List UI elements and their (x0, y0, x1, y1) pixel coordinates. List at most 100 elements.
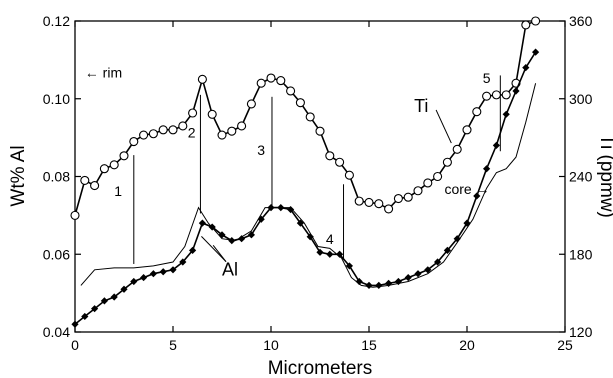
ti-point (521, 20, 531, 30)
ti-point (207, 109, 217, 119)
annotation: 5 (483, 70, 491, 86)
ti-point (423, 178, 433, 188)
al-point (110, 293, 118, 301)
annotation: 4 (326, 231, 334, 247)
al-point (81, 312, 89, 321)
al-point (355, 277, 363, 286)
ti-point (315, 126, 325, 136)
ti-point (129, 136, 139, 147)
al-point (375, 281, 383, 289)
ti-point (197, 74, 207, 84)
al-point (100, 297, 108, 305)
al-point (287, 205, 295, 214)
ti-point (246, 99, 256, 109)
ti-point (217, 130, 227, 140)
ti-point (403, 192, 413, 202)
ti-point (295, 98, 305, 108)
al-point (424, 266, 432, 274)
al-point (473, 192, 481, 200)
y-left-tick-label: 0.06 (43, 246, 70, 262)
al-point (326, 250, 334, 258)
ti-point (491, 90, 501, 100)
al-point (257, 215, 265, 223)
ti-point (178, 121, 188, 131)
y-left-tick-label: 0.04 (43, 324, 70, 340)
al-point (198, 219, 206, 227)
al-point (394, 277, 402, 286)
ti-point (80, 175, 90, 185)
series-label-pointer (201, 236, 227, 262)
plot-frame (74, 20, 566, 333)
al-point (228, 237, 236, 245)
ti-point (354, 196, 364, 206)
ti-point (99, 164, 109, 174)
annotation: 1 (114, 183, 122, 199)
x-tick-label: 10 (263, 337, 279, 353)
ti-point (237, 121, 247, 131)
y-left-tick-label: 0.12 (43, 13, 70, 29)
al-point (247, 231, 255, 239)
al-point (140, 273, 148, 282)
al-point (404, 273, 412, 282)
al-point (336, 250, 344, 258)
ti-point (325, 151, 335, 161)
series-label-pointer (212, 244, 227, 262)
ti-point (109, 160, 119, 170)
annotation: 2 (188, 125, 196, 141)
al-point (532, 48, 540, 56)
y-right-tick-label: 300 (569, 91, 593, 107)
ti-point (158, 125, 168, 135)
series-layer (70, 16, 541, 328)
al-point (414, 270, 422, 278)
x-tick-label: 25 (557, 337, 573, 353)
x-tick-label: 5 (169, 337, 177, 353)
series-label-al: Al (222, 260, 238, 280)
al-point (443, 246, 451, 254)
al-point (365, 281, 373, 289)
ti-point (531, 16, 541, 26)
ti-point (276, 76, 286, 86)
ti-point (305, 112, 315, 122)
ti-point (188, 108, 198, 118)
ti-point (335, 157, 345, 167)
ti-point (119, 151, 129, 161)
al-point (306, 233, 314, 241)
ti-point (501, 90, 511, 100)
ti-point (393, 193, 403, 204)
ti-point (90, 181, 100, 191)
vertical-markers (133, 75, 501, 264)
y-right-tick-label: 240 (569, 169, 593, 185)
al-point (296, 219, 304, 227)
annotation: core → (444, 181, 489, 197)
ti-point (433, 171, 443, 182)
al-point (434, 258, 442, 266)
y-left-tick-label: 0.10 (43, 91, 70, 107)
ti-point (139, 130, 149, 140)
series-label-pointer (435, 109, 452, 144)
ticks (74, 20, 566, 333)
ti-point (286, 86, 296, 96)
ti-point (344, 170, 354, 180)
series-line-model (80, 83, 537, 288)
x-tick-label: 20 (459, 337, 475, 353)
y-right-tick-label: 120 (569, 324, 593, 340)
y-axis-left-title: Wt% Al (8, 145, 29, 206)
ti-point (442, 157, 452, 167)
ti-point (374, 199, 384, 209)
x-tick-label: 15 (361, 337, 377, 353)
ti-point (482, 91, 492, 101)
series-labels: Ti Al (201, 96, 452, 280)
y-left-tick-label: 0.08 (43, 169, 70, 185)
al-point (130, 277, 138, 286)
tick-labels: 0 5 10 15 20 250.040.060.080.100.121201802403… (43, 13, 593, 353)
ti-point (227, 126, 237, 136)
al-point (189, 246, 197, 254)
al-point (483, 165, 491, 173)
ti-point (452, 144, 462, 154)
ti-point (70, 210, 80, 220)
annotation: 3 (257, 142, 265, 158)
ti-point (168, 125, 178, 135)
al-point (522, 64, 530, 72)
al-point (502, 110, 510, 118)
